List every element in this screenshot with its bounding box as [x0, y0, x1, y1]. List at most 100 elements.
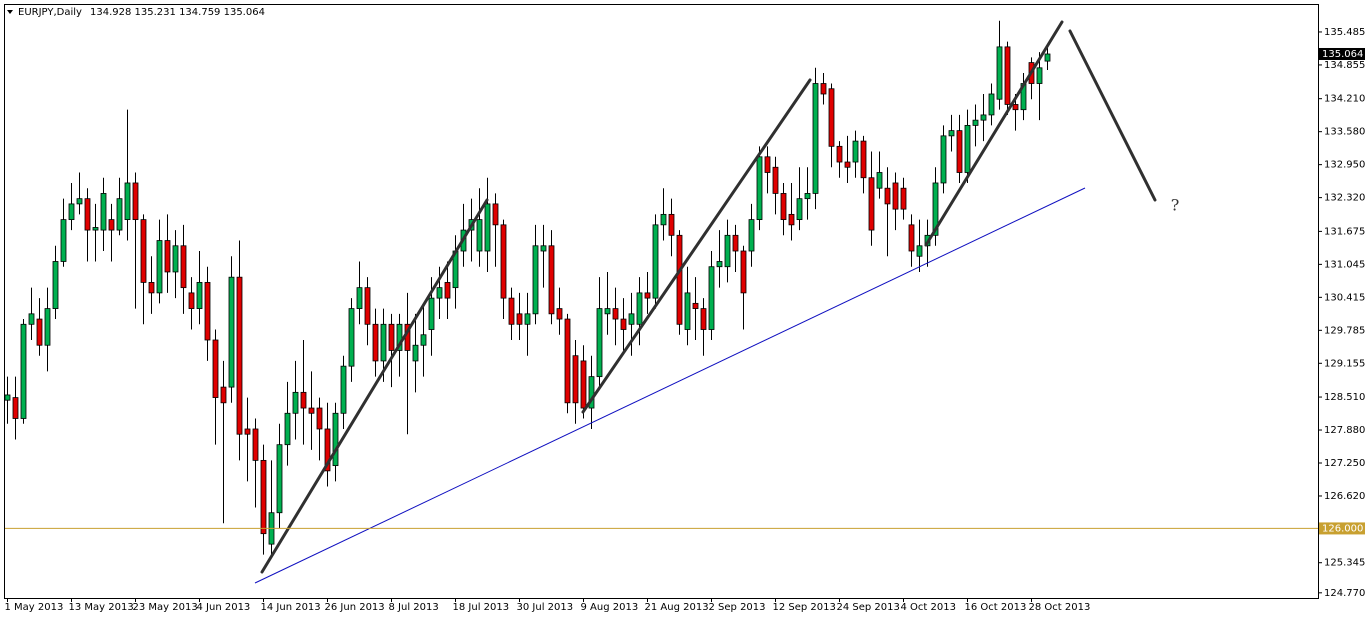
candle-body [964, 124, 971, 173]
x-tick-label: 26 Jun 2013 [325, 602, 385, 613]
candle-body [660, 213, 667, 226]
candle-body [252, 428, 259, 461]
candle-body [604, 308, 611, 315]
x-tick-label: 1 May 2013 [5, 602, 64, 613]
x-tick-label: 30 Jul 2013 [517, 602, 574, 613]
candle-body [28, 313, 35, 325]
chart-title: EURJPY,Daily [18, 7, 82, 18]
candle-body [932, 182, 939, 236]
candle-body [324, 428, 331, 472]
candle-body [124, 182, 131, 221]
candle-body [564, 318, 571, 404]
y-tick-label: 125.345 [1324, 558, 1365, 569]
candle-body [740, 250, 747, 294]
y-tick-label: 134.855 [1324, 60, 1365, 71]
y-tick-label: 126.620 [1324, 491, 1365, 502]
candle-body [876, 172, 883, 189]
candle-body [180, 245, 187, 289]
y-tick-label: 131.045 [1324, 259, 1365, 270]
candle-body [788, 213, 795, 226]
candle-body [132, 182, 139, 221]
candle-body [540, 245, 547, 252]
candle-body [444, 282, 451, 299]
x-tick-label: 2 Sep 2013 [709, 602, 766, 613]
x-tick-label: 23 May 2013 [133, 602, 198, 613]
candle-body [1012, 104, 1019, 111]
candle-body [244, 428, 251, 435]
drawn-line [1068, 29, 1157, 202]
y-tick-label: 134.210 [1324, 94, 1365, 105]
y-tick-label: 133.580 [1324, 127, 1365, 138]
candle-body [644, 292, 651, 299]
candle-body [372, 323, 379, 362]
candle-body [724, 234, 731, 268]
candle-body [204, 282, 211, 341]
candle-body [340, 365, 347, 414]
candle-body [524, 313, 531, 325]
candle-body [412, 344, 419, 362]
candle-body [284, 412, 291, 446]
annotation: ? [1171, 196, 1180, 215]
candle-body [764, 156, 771, 173]
x-tick-label: 4 Jun 2013 [197, 602, 251, 613]
candle-body [828, 88, 835, 147]
candle-body [884, 187, 891, 205]
candle-body [900, 187, 907, 210]
x-tick-label: 8 Jul 2013 [389, 602, 439, 613]
candle-body [356, 287, 363, 309]
candle-body [636, 292, 643, 325]
candle-body [668, 213, 675, 236]
candle-body [676, 234, 683, 325]
candle-body [908, 224, 915, 252]
candle-body [420, 334, 427, 346]
x-tick-label: 14 Jun 2013 [261, 602, 321, 613]
candle-body [68, 203, 75, 221]
candle-body [156, 240, 163, 294]
candle-body [532, 245, 539, 315]
candle-body [4, 394, 11, 401]
y-tick-label: 132.320 [1324, 193, 1365, 204]
candle-body [716, 261, 723, 268]
candle-body [76, 198, 83, 205]
candle-body [364, 287, 371, 325]
candle-body [172, 245, 179, 273]
price-label: 135.064 [1322, 49, 1363, 60]
candle-body [388, 323, 395, 351]
x-tick-label: 21 Aug 2013 [645, 602, 709, 613]
y-tick-label: 130.415 [1324, 292, 1365, 303]
trend-line [254, 187, 1086, 584]
x-tick-label: 13 May 2013 [69, 602, 134, 613]
y-tick-label: 132.950 [1324, 160, 1365, 171]
menu-arrow [7, 10, 13, 14]
candle-body [812, 83, 819, 194]
candle-body [44, 308, 51, 346]
candle-body [700, 308, 707, 330]
drawn-line [260, 198, 489, 574]
candle-body [972, 119, 979, 126]
x-tick-label: 28 Oct 2013 [1029, 602, 1091, 613]
y-tick-label: 131.675 [1324, 226, 1365, 237]
level-label: 126.000 [1322, 523, 1363, 534]
candle-body [308, 407, 315, 414]
candle-body [820, 83, 827, 95]
candle-body [292, 391, 299, 414]
y-tick-label: 127.250 [1324, 458, 1365, 469]
candle-body [332, 412, 339, 467]
candle-body [212, 339, 219, 398]
candle-body [428, 297, 435, 330]
drawn-line [581, 78, 812, 414]
candle-body [1036, 67, 1043, 84]
candle-body [612, 308, 619, 320]
candle-body [140, 219, 147, 283]
candle-body [436, 287, 443, 299]
candle-body [228, 276, 235, 388]
candle-body [844, 161, 851, 168]
candle-body [516, 313, 523, 325]
candle-body [756, 156, 763, 221]
x-tick-label: 9 Aug 2013 [581, 602, 639, 613]
candles [4, 20, 1051, 555]
candle-body [164, 240, 171, 273]
candle-body [316, 407, 323, 430]
x-tick-label: 16 Oct 2013 [965, 602, 1027, 613]
